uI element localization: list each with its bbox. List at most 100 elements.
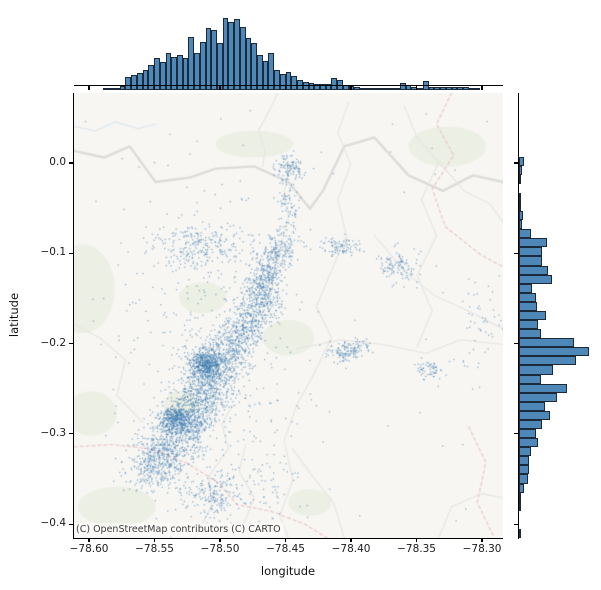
- histogram-bar: [148, 64, 155, 90]
- histogram-bar: [319, 83, 326, 90]
- histogram-bar: [417, 87, 423, 90]
- histogram-bar: [518, 374, 541, 384]
- histogram-bar: [291, 75, 298, 90]
- right-histogram-spine: [517, 93, 519, 539]
- histogram-bar: [518, 211, 523, 221]
- histogram-bar: [371, 87, 378, 90]
- y-axis-tick: [69, 342, 73, 345]
- histogram-bar: [518, 265, 548, 275]
- histogram-bar: [518, 465, 529, 475]
- y-tick-label: −0.4: [40, 517, 67, 530]
- histogram-bar: [518, 247, 542, 257]
- histogram-bar: [394, 87, 401, 90]
- main-left-spine: [72, 93, 74, 538]
- x-axis-tick: [88, 538, 90, 542]
- top-hist-tick: [350, 85, 352, 90]
- histogram-bar: [194, 52, 200, 90]
- histogram-bar: [182, 57, 189, 90]
- histogram-bar: [285, 71, 292, 90]
- histogram-bar: [131, 74, 137, 90]
- x-axis-tick: [219, 538, 221, 542]
- x-tick-label: −78.60: [69, 543, 109, 555]
- y-axis-tick: [69, 252, 73, 254]
- histogram-bar: [518, 392, 557, 402]
- histogram-bar: [279, 73, 286, 90]
- x-tick-label: −78.50: [200, 543, 240, 555]
- histogram-bar: [518, 292, 536, 302]
- histogram-bar: [518, 283, 532, 293]
- right-marginal-histogram: [518, 93, 599, 538]
- x-axis-tick: [415, 538, 418, 542]
- histogram-bar: [518, 220, 523, 230]
- histogram-bar: [468, 87, 475, 90]
- top-hist-tick: [415, 85, 418, 90]
- histogram-bar: [518, 229, 531, 239]
- histogram-bar: [142, 69, 149, 90]
- histogram-bar: [234, 18, 240, 90]
- y-axis-tick: [69, 523, 73, 525]
- histogram-bar: [518, 156, 524, 166]
- histogram-bar: [518, 329, 541, 339]
- histogram-bar: [228, 21, 235, 90]
- right-hist-tick: [513, 433, 518, 435]
- histogram-bar: [188, 36, 195, 90]
- x-tick-label: −78.55: [135, 543, 174, 555]
- histogram-bar: [354, 86, 360, 90]
- y-tick-label: −0.3: [40, 426, 67, 439]
- histogram-bar: [274, 69, 280, 90]
- histogram-bar: [119, 85, 126, 90]
- y-axis-tick: [69, 433, 73, 435]
- histogram-bar: [518, 429, 536, 439]
- x-axis-tick: [481, 538, 483, 542]
- y-tick-label: 0.0: [49, 155, 66, 168]
- histogram-bar: [199, 41, 206, 90]
- histogram-bar: [445, 87, 452, 90]
- top-hist-tick: [153, 85, 156, 90]
- histogram-bar: [518, 347, 589, 357]
- x-axis-label: longitude: [260, 564, 316, 578]
- histogram-bar: [518, 456, 529, 466]
- histogram-bar: [108, 87, 115, 90]
- histogram-bar: [136, 72, 143, 90]
- histogram-bar: [382, 87, 389, 90]
- main-bottom-spine: [72, 538, 503, 540]
- top-hist-tick: [219, 85, 221, 90]
- histogram-bar: [518, 438, 538, 448]
- histogram-bar: [440, 87, 446, 90]
- histogram-bar: [388, 87, 395, 90]
- histogram-bar: [518, 474, 528, 484]
- histogram-bar: [154, 57, 160, 90]
- histogram-bar: [205, 27, 212, 90]
- histogram-bar: [360, 87, 366, 90]
- top-hist-tick: [88, 85, 90, 90]
- map-canvas: [74, 93, 503, 538]
- histogram-bar: [222, 17, 229, 90]
- top-hist-tick: [481, 85, 483, 90]
- histogram-bar: [211, 29, 217, 90]
- histogram-bar: [331, 77, 338, 90]
- x-tick-label: −78.40: [331, 543, 371, 555]
- histogram-bar: [518, 419, 542, 430]
- x-axis-tick: [284, 538, 287, 542]
- histogram-bar: [518, 238, 547, 248]
- x-axis-tick: [350, 538, 352, 542]
- histogram-bar: [451, 87, 458, 90]
- histogram-bar: [518, 356, 576, 366]
- histogram-bar: [518, 301, 537, 311]
- histogram-bar: [176, 54, 183, 90]
- histogram-bar: [518, 447, 531, 457]
- histogram-bar: [518, 201, 521, 212]
- y-tick-label: −0.2: [40, 336, 67, 349]
- top-hist-tick: [284, 85, 287, 90]
- x-tick-label: −78.30: [462, 543, 502, 555]
- histogram-bar: [462, 87, 469, 90]
- histogram-bar: [434, 87, 441, 90]
- histogram-bar: [518, 528, 521, 538]
- histogram-bar: [308, 82, 315, 90]
- attribution-text: (C) OpenStreetMap contributors (C) CARTO: [75, 523, 284, 537]
- histogram-bar: [518, 174, 521, 184]
- histogram-bar: [159, 61, 166, 90]
- histogram-bar: [457, 87, 463, 90]
- histogram-bar: [114, 87, 120, 90]
